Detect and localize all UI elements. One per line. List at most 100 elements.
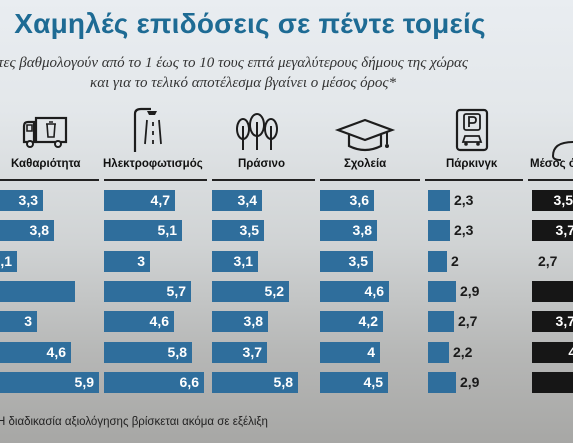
- data-label: 3,7: [555, 222, 573, 238]
- data-label: 3,5: [348, 253, 368, 269]
- bar: [212, 372, 298, 393]
- bar: [428, 190, 450, 211]
- subtitle-line-1: ίτες βαθμολογούν από το 1 έως το 10 τους…: [0, 55, 468, 71]
- data-label: 2,3: [454, 192, 474, 208]
- data-label: 3,8: [352, 222, 372, 238]
- column-header-cleanliness: Καθαριότητα: [11, 158, 81, 170]
- graduation-cap-icon: [334, 118, 396, 159]
- bar: [428, 311, 454, 332]
- data-label: 5,8: [167, 344, 187, 360]
- data-label: 4,2: [358, 313, 378, 329]
- data-label: 3,3: [18, 192, 38, 208]
- bar: [428, 342, 449, 363]
- bar: [320, 372, 388, 393]
- data-label: 3,8: [243, 313, 263, 329]
- bar: [212, 281, 289, 302]
- street-light-icon: [125, 104, 169, 159]
- header-separator: [320, 179, 420, 181]
- data-label: 5,7: [166, 283, 186, 299]
- header-separator: [104, 179, 207, 181]
- data-label: 2: [451, 253, 459, 269]
- data-label: 4,6: [46, 344, 66, 360]
- bar: [212, 190, 262, 211]
- data-label: 4: [367, 344, 375, 360]
- bar: [104, 281, 191, 302]
- bar: [320, 251, 373, 272]
- trees-icon: [233, 112, 281, 157]
- bar: [532, 220, 573, 241]
- data-label: 3,4: [237, 192, 257, 208]
- data-label: 3: [24, 313, 32, 329]
- column-header-schools: Σχολεία: [344, 158, 387, 170]
- data-label: 5,9: [74, 374, 94, 390]
- header-separator: [528, 179, 573, 181]
- chart-title: Χαμηλές επιδόσεις σε πέντε τομείς: [14, 8, 486, 39]
- data-label: 2,7: [538, 253, 558, 269]
- parking-icon: [455, 108, 489, 157]
- data-label: 4,6: [364, 283, 384, 299]
- column-header-parking: Πάρκινγκ: [446, 158, 498, 170]
- bar: [0, 342, 71, 363]
- bar: [320, 220, 377, 241]
- data-label: [532, 281, 573, 302]
- header-separator: [425, 179, 523, 181]
- data-label: 3,5: [553, 192, 573, 208]
- bar: [0, 372, 99, 393]
- data-label: 5,2: [264, 283, 284, 299]
- bar: [428, 220, 450, 241]
- data-label: 4,5: [363, 374, 383, 390]
- bar: [320, 190, 374, 211]
- data-label: 2,7: [458, 313, 478, 329]
- bar: [320, 281, 389, 302]
- data-label: 3,7: [242, 344, 262, 360]
- bar: [104, 220, 182, 241]
- bar: [212, 342, 267, 363]
- bar: [428, 281, 456, 302]
- bar: [532, 311, 573, 332]
- average-icon: [549, 140, 573, 167]
- header-separator: [0, 179, 99, 181]
- bar: [320, 311, 383, 332]
- data-label: 3,7: [555, 313, 573, 329]
- data-label: [532, 372, 573, 393]
- data-label: 2,3: [454, 222, 474, 238]
- bar: [532, 342, 573, 363]
- data-label: 2,9: [460, 374, 480, 390]
- bar: [212, 220, 264, 241]
- data-label: 3,6: [349, 192, 369, 208]
- bar: [212, 251, 258, 272]
- bar: [104, 372, 204, 393]
- header-separator: [212, 179, 315, 181]
- garbage-truck-icon: [20, 112, 70, 153]
- bar: [0, 311, 37, 332]
- data-label: 3,1: [233, 253, 253, 269]
- data-label: 4,: [568, 344, 573, 360]
- subtitle-line-2: και για το τελικό αποτέλεσμα βγαίνει ο μ…: [90, 75, 396, 91]
- bar: [212, 311, 268, 332]
- bar: [532, 281, 573, 302]
- column-header-lighting: Ηλεκτροφωτισμός: [103, 158, 203, 170]
- bar: [428, 372, 456, 393]
- data-label: 2,1: [0, 253, 12, 269]
- data-label: 3,5: [239, 222, 259, 238]
- bar: [0, 220, 54, 241]
- data-label: 5,1: [157, 222, 177, 238]
- bar: [320, 342, 380, 363]
- column-header-average: Μέσος ό: [530, 158, 573, 170]
- bar: [104, 342, 192, 363]
- data-label: 2,2: [453, 344, 473, 360]
- data-label: [0, 281, 70, 302]
- data-label: 6,6: [179, 374, 199, 390]
- bar: [532, 190, 573, 211]
- bar: [104, 251, 150, 272]
- bar: [428, 251, 447, 272]
- data-label: 5,8: [273, 374, 293, 390]
- footnote: Η διαδικασία αξιολόγησης βρίσκεται ακόμα…: [0, 416, 268, 428]
- data-label: 3: [137, 253, 145, 269]
- bar: [0, 251, 17, 272]
- bar: [0, 190, 43, 211]
- bar: [104, 190, 175, 211]
- data-label: 3,8: [29, 222, 49, 238]
- data-label: 4,7: [150, 192, 170, 208]
- data-label: 2,9: [460, 283, 480, 299]
